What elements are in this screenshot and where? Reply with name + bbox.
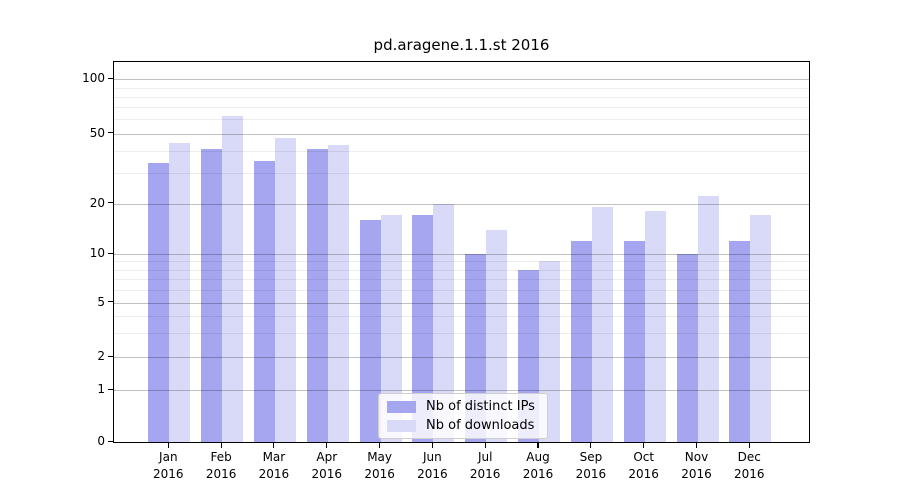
y-tick-mark [108,388,113,390]
legend-swatch [387,419,416,432]
gridline-minor [114,289,809,291]
legend-item-downloads: Nb of downloads [387,418,539,433]
bar-distinct-ips-dec [729,240,751,442]
y-tick-mark [108,77,113,80]
y-tick-mark [108,440,113,442]
bar-downloads-feb [222,115,244,442]
gridline-major [114,133,809,135]
bar-downloads-jul [486,229,508,442]
x-tick-label: May 2016 [364,450,395,481]
x-tick-mark [220,443,222,448]
x-tick-mark [379,443,381,448]
bar-distinct-ips-nov [676,254,698,442]
gridline-minor [114,269,809,271]
y-tick-label: 100 [82,71,105,86]
y-tick-label: 20 [89,195,105,210]
bar-downloads-jun [433,203,455,442]
y-tick-mark [108,132,113,134]
y-tick-label: 2 [97,349,105,364]
y-tick-label: 50 [89,125,105,140]
bar-downloads-dec [750,215,772,442]
x-tick-label: Apr 2016 [311,450,343,481]
x-tick-label: Jan 2016 [153,450,184,481]
gridline-minor [114,316,809,318]
x-tick-label: Jul 2016 [469,450,501,481]
plot-area [113,61,810,443]
gridline-minor [114,279,809,281]
gridline-minor [114,172,809,174]
bar-distinct-ips-oct [623,240,645,442]
legend: Nb of distinct IPs Nb of downloads [378,393,548,439]
x-tick-mark [643,443,645,448]
bar-distinct-ips-feb [201,148,223,442]
y-tick-mark [108,252,113,254]
gridline-minor [114,96,809,98]
y-tick-label: 10 [89,246,105,260]
bar-downloads-oct [644,211,666,442]
legend-item-distinct-ips: Nb of distinct IPs [387,399,539,414]
x-tick-label: Feb 2016 [205,450,237,481]
x-tick-label: Sep 2016 [575,450,607,481]
legend-label: Nb of downloads [426,418,535,433]
gridline-minor [114,261,809,263]
legend-label: Nb of distinct IPs [426,399,535,414]
legend-swatch [387,400,416,413]
gridline-minor [114,87,809,89]
bar-downloads-sep [591,207,613,442]
bar-distinct-ips-may [359,219,381,442]
gridline-major [114,357,809,359]
x-tick-mark [273,443,275,448]
bar-distinct-ips-jun [412,215,434,442]
gridline-major [114,79,809,81]
gridline-major [114,203,809,205]
x-tick-label: Oct 2016 [628,450,659,481]
gridline-minor [114,119,809,121]
y-tick-label: 5 [97,294,105,309]
bar-downloads-mar [274,138,296,442]
x-tick-mark [537,443,539,448]
y-tick-mark [108,202,113,204]
gridline-major [114,302,809,304]
chart-title: pd.aragene.1.1.st 2016 [373,36,550,54]
y-tick-label: 1 [97,382,105,397]
gridline-major [114,254,809,255]
gridline-minor [114,150,809,152]
x-tick-label: Aug 2016 [522,450,554,481]
x-tick-label: Dec 2016 [734,450,765,481]
x-tick-mark [431,443,433,448]
bar-downloads-nov [697,196,719,442]
x-tick-mark [326,443,328,448]
bar-downloads-jan [169,143,191,442]
bar-downloads-apr [327,145,349,442]
x-tick-label: Mar 2016 [258,450,290,481]
gridline-major [114,390,809,392]
x-tick-mark [167,443,169,448]
bar-distinct-ips-apr [306,148,328,442]
y-tick-mark [108,355,113,358]
y-tick-mark [108,301,113,303]
bar-distinct-ips-jan [148,163,170,442]
y-tick-label: 0 [97,434,105,448]
x-tick-mark [748,443,750,448]
x-tick-label: Jun 2016 [417,450,448,481]
x-tick-mark [484,443,486,448]
gridline-minor [114,333,809,335]
bar-distinct-ips-sep [570,240,592,442]
x-tick-mark [695,443,698,448]
x-tick-mark [590,443,592,448]
gridline-minor [114,107,809,109]
bar-downloads-may [380,215,402,442]
x-tick-label: Nov 2016 [681,450,712,481]
bar-distinct-ips-mar [253,160,275,442]
